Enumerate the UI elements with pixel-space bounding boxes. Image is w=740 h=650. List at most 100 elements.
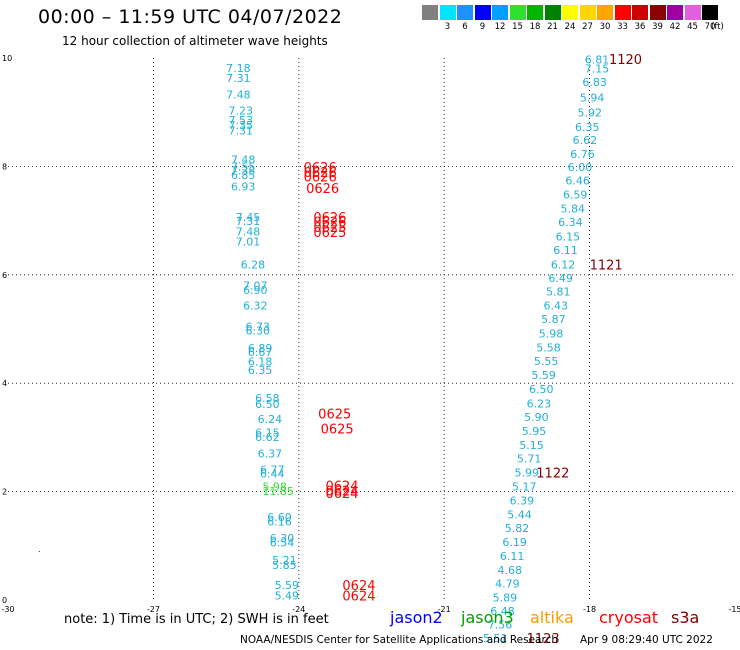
- x-tick-label: -27: [147, 605, 160, 614]
- scale-swatch: [422, 5, 438, 20]
- scale-label: 12: [494, 22, 506, 32]
- swh-value: 7.35: [229, 119, 254, 132]
- swh-value: 6.30: [270, 532, 295, 545]
- scale-swatch: [474, 5, 491, 20]
- scale-swatch: [649, 5, 666, 20]
- swh-value: 6.59: [563, 189, 588, 202]
- pass-time-label: 1123: [527, 632, 560, 647]
- swh-value: 6.15: [255, 427, 280, 440]
- swh-value: 6.60: [267, 511, 292, 524]
- swh-value: 6.15: [556, 230, 581, 243]
- footer-credit: NOAA/NESDIS Center for Satellite Applica…: [240, 634, 558, 646]
- swh-value: 5.59: [275, 579, 300, 592]
- swh-value: 6.77: [260, 463, 285, 476]
- swh-value: 6.11: [500, 550, 524, 563]
- swh-value: 7.01: [236, 236, 261, 249]
- scale-label: 39: [652, 22, 663, 32]
- swh-value: 5.98: [262, 481, 287, 494]
- scale-label: 15: [512, 22, 523, 32]
- swh-value: 6.85: [231, 169, 256, 182]
- pass-time-label: 1120: [609, 53, 642, 68]
- scale-swatch: [632, 5, 648, 20]
- x-tick-label: -24: [292, 605, 305, 614]
- swh-value: 4.68: [498, 564, 522, 577]
- swh-value: 6.32: [243, 300, 268, 313]
- swh-value: 7.31: [236, 215, 261, 228]
- swh-value: 5.51: [483, 632, 508, 645]
- swh-value: 5.82: [505, 522, 530, 535]
- swh-value: 6.11: [553, 244, 578, 257]
- scale-swatch: [579, 5, 596, 20]
- scale-swatch: [667, 5, 683, 20]
- y-tick-label: 8: [2, 162, 7, 171]
- scale-label: 3: [444, 22, 451, 32]
- page-subtitle: 12 hour collection of altimeter wave hei…: [62, 34, 328, 48]
- swh-value: 6.93: [231, 180, 256, 193]
- scale-unit: (ft): [711, 22, 724, 32]
- swh-value: 7.31: [229, 125, 254, 138]
- scale-swatch: [702, 5, 718, 20]
- swh-value: 7.45: [236, 211, 261, 224]
- swh-value: 5.44: [507, 508, 532, 521]
- swh-value: 6.30: [245, 325, 270, 338]
- pass-time-label: 0626: [313, 216, 346, 231]
- pass-time-label: 0625: [321, 423, 354, 438]
- pass-time-label: 0625: [313, 226, 346, 241]
- swh-value: 6.34: [558, 216, 583, 229]
- swh-value: 6.67: [248, 346, 273, 359]
- pass-time-label: 1121: [590, 259, 623, 274]
- swh-value: 6.35: [248, 364, 273, 377]
- coastline-speck: .: [38, 545, 41, 554]
- scale-swatch: [614, 5, 631, 20]
- footer-timestamp: Apr 9 08:29:40 UTC 2022: [580, 634, 713, 646]
- swh-value: 7.23: [229, 105, 254, 118]
- swh-value: 6.43: [544, 300, 569, 313]
- swh-value: 4.79: [495, 578, 519, 591]
- swh-value: 6.18: [248, 356, 273, 369]
- pass-time-label: 0626: [304, 161, 337, 176]
- swh-value: 6.44: [260, 468, 285, 481]
- scale-label: 70: [704, 22, 716, 32]
- legend-jason3: jason3: [461, 608, 514, 627]
- swh-value: 6.28: [241, 259, 266, 272]
- swh-value: 5.89: [493, 591, 517, 604]
- scale-label: 45: [687, 22, 698, 32]
- swh-value: 6.39: [510, 494, 535, 507]
- swh-value: 5.71: [517, 453, 542, 466]
- swh-value: 6.54: [270, 537, 295, 550]
- swh-value: 7.31: [226, 72, 251, 85]
- y-tick-label: 2: [2, 488, 7, 497]
- swh-value: 7.18: [226, 62, 251, 75]
- swh-value: 5.92: [577, 107, 602, 120]
- swh-value: 6.50: [529, 383, 554, 396]
- swh-value: 7.15: [585, 62, 610, 75]
- swh-value: 6.81: [585, 54, 610, 67]
- swh-value: 5.59: [531, 369, 556, 382]
- scale-label: 9: [479, 22, 486, 32]
- swh-value: 6.19: [502, 536, 527, 549]
- pass-time-label: 1122: [536, 467, 569, 482]
- swh-value: 5.84: [561, 203, 586, 216]
- y-tick-label: 6: [2, 271, 7, 280]
- swh-value: 6.24: [258, 413, 283, 426]
- footer-note: note: 1) Time is in UTC; 2) SWH is in fe…: [64, 612, 329, 627]
- pass-time-label: 0625: [313, 221, 346, 236]
- pass-time-label: 0624: [342, 590, 375, 605]
- swh-value: 6.48: [490, 605, 515, 618]
- swh-value: 6.00: [568, 161, 593, 174]
- scale-label: 6: [462, 22, 468, 32]
- swh-value: 7.07: [243, 280, 268, 293]
- swh-value: 7.48: [226, 88, 251, 101]
- grid-lines: [8, 58, 735, 600]
- swh-value: 11.85: [262, 485, 294, 498]
- pass-time-label: 0624: [325, 487, 358, 502]
- swh-value: 6.12: [551, 259, 576, 272]
- swh-value: 5.95: [522, 425, 547, 438]
- swh-value: 5.90: [524, 411, 549, 424]
- scale-swatch: [597, 5, 613, 20]
- swh-value: 5.81: [546, 286, 571, 299]
- swh-value: 7.38: [231, 165, 256, 178]
- swh-value: 6.50: [255, 398, 280, 411]
- scale-label: 33: [617, 22, 628, 32]
